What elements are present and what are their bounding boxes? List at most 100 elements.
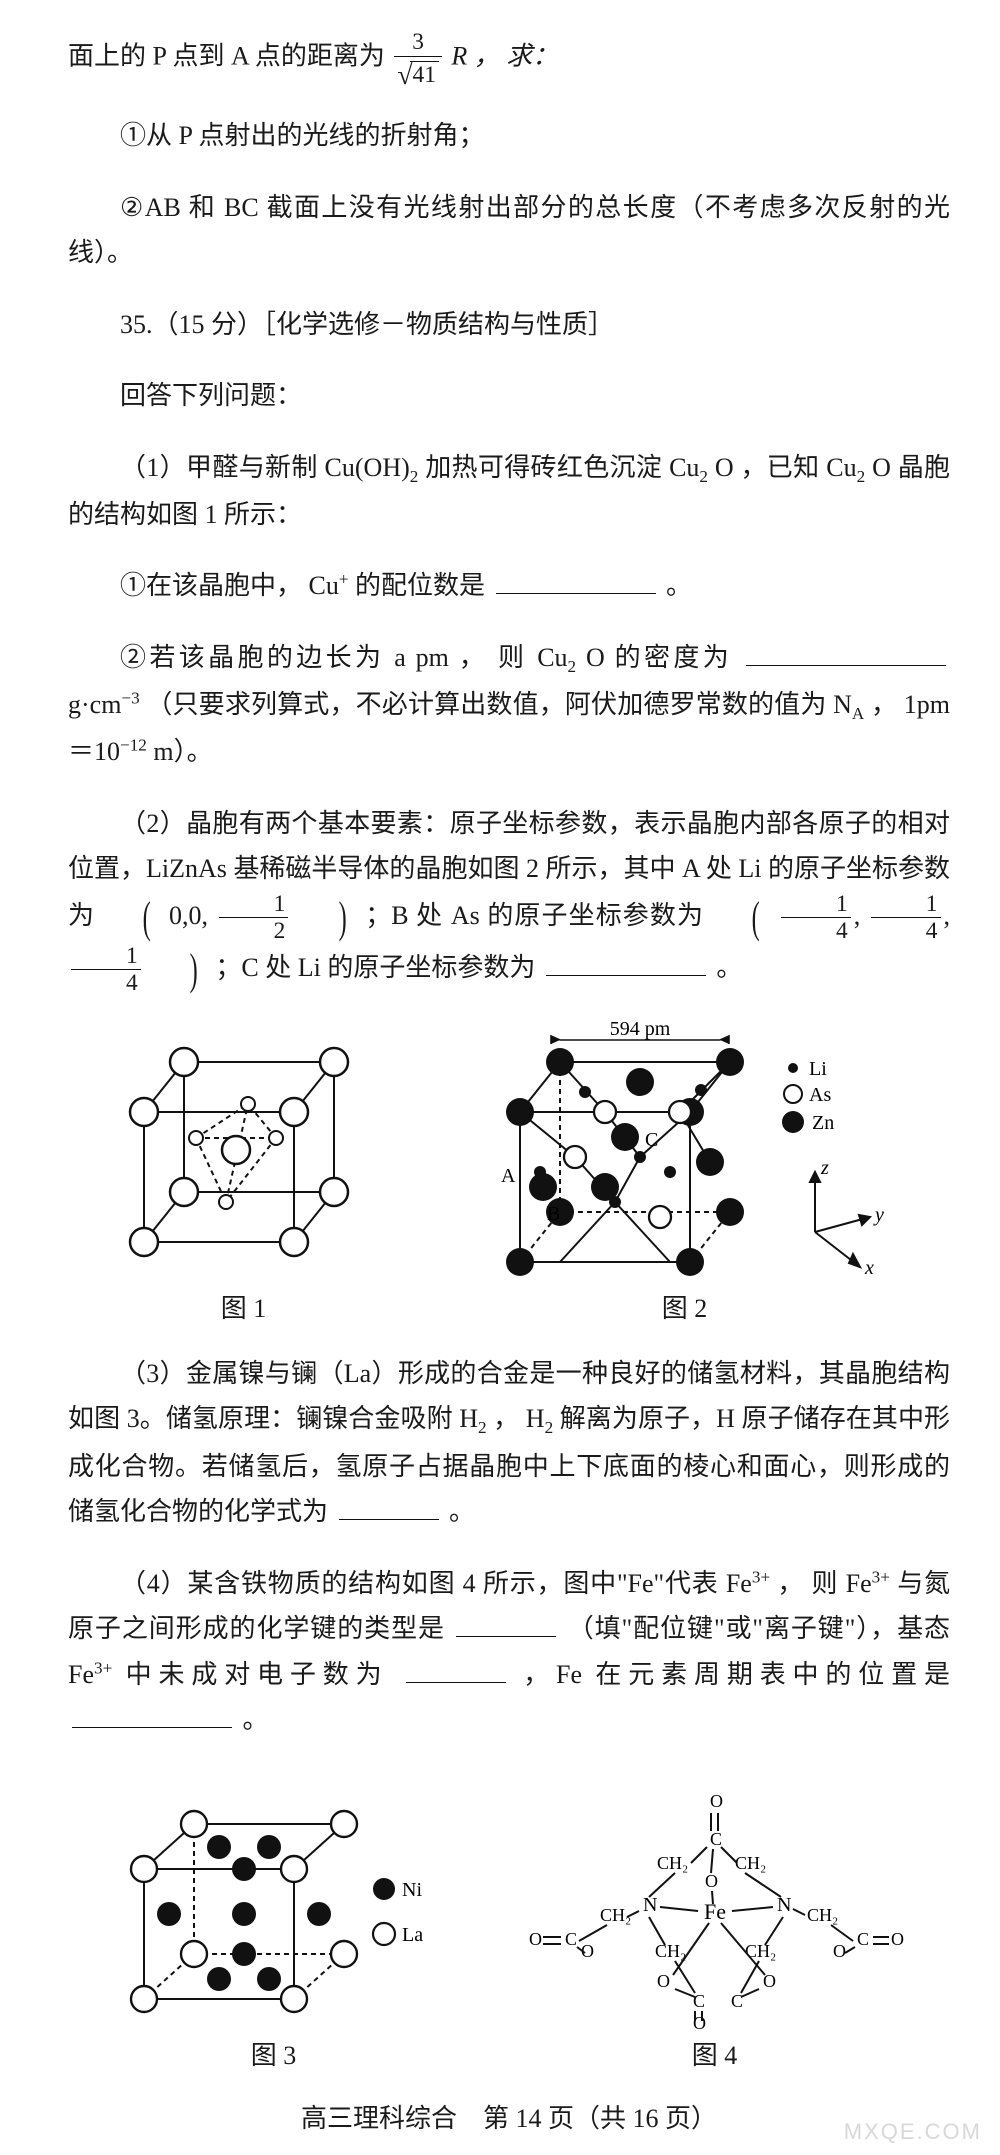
figures-row-2: Ni La 图 3 Fe N N CH₂ CH₂ bbox=[68, 1769, 950, 2072]
label-C: C bbox=[645, 1129, 658, 1151]
question-35-head: 35.（15 分）［化学选修－物质结构与性质］ bbox=[68, 302, 950, 348]
caption-4: 图 4 bbox=[692, 2035, 738, 2072]
t: 的配位数是 bbox=[355, 571, 485, 600]
t: O ，已知 Cu bbox=[715, 453, 857, 482]
sup: −3 bbox=[121, 688, 139, 707]
denominator: √41 bbox=[394, 57, 442, 88]
atom-fe: Fe bbox=[704, 1899, 726, 1924]
caption-3: 图 3 bbox=[251, 2035, 297, 2072]
para-1: （1）甲醛与新制 Cu(OH)2 加热可得砖红色沉淀 Cu2 O ，已知 Cu2… bbox=[68, 445, 950, 538]
fig3-svg: Ni La bbox=[104, 1799, 444, 2029]
t: ①在该晶胞中， Cu bbox=[120, 571, 339, 600]
para-4: （4）某含铁物质的结构如图 4 所示，图中"Fe"代表 Fe3+ ， 则 Fe3… bbox=[68, 1561, 950, 1743]
sup: −12 bbox=[120, 736, 147, 755]
para-1-sub1: ①在该晶胞中， Cu+ 的配位数是 。 bbox=[68, 563, 950, 609]
t: O 的密度为 bbox=[586, 643, 732, 672]
blank bbox=[546, 950, 706, 976]
label-B: B bbox=[547, 1203, 560, 1225]
atom-ch2: CH₂ bbox=[655, 1941, 686, 1961]
axis-z: z bbox=[820, 1157, 829, 1179]
atom-ch2: CH₂ bbox=[807, 1905, 838, 1925]
question-line-1: ①从 P 点射出的光线的折射角； bbox=[68, 113, 950, 159]
legend-la: La bbox=[402, 1924, 423, 1946]
caption-2: 图 2 bbox=[662, 1288, 708, 1325]
top-label: 594 pm bbox=[609, 1022, 670, 1040]
t: 。 bbox=[716, 953, 742, 982]
atom-ch2: CH₂ bbox=[600, 1905, 631, 1925]
blank bbox=[496, 569, 656, 595]
sup: 3+ bbox=[752, 1567, 770, 1586]
atom-od: O bbox=[891, 1929, 904, 1949]
atom-ch2: CH₂ bbox=[657, 1853, 688, 1873]
axis-x: x bbox=[864, 1257, 874, 1279]
t: ， 则 Fe bbox=[777, 1569, 871, 1598]
t: ；C 处 Li 的原子坐标参数为 bbox=[215, 953, 535, 982]
figure-3: Ni La 图 3 bbox=[104, 1799, 444, 2072]
d: 4 bbox=[71, 970, 141, 996]
atom-c: C bbox=[710, 1829, 722, 1849]
sub: 2 bbox=[568, 657, 577, 676]
atom-c: C bbox=[693, 1991, 705, 2011]
blank bbox=[339, 1495, 439, 1521]
n: 1 bbox=[219, 892, 289, 919]
sub: 2 bbox=[478, 1419, 487, 1438]
blank bbox=[72, 1703, 232, 1729]
t: 0,0, bbox=[169, 901, 208, 930]
d: 4 bbox=[781, 918, 851, 944]
d: 2 bbox=[219, 918, 289, 944]
para-3: （3）金属镍与镧（La）形成的合金是一种良好的储氢材料，其晶胞结构如图 3。储氢… bbox=[68, 1351, 950, 1535]
t: g·cm bbox=[68, 690, 121, 719]
sub: 2 bbox=[410, 467, 419, 486]
t: m）。 bbox=[153, 737, 212, 766]
text: 面上的 P 点到 A 点的距离为 bbox=[68, 42, 391, 71]
t: ；B 处 As 的原子坐标参数为 bbox=[365, 901, 704, 930]
legend-as: As bbox=[809, 1084, 831, 1106]
sup: 3+ bbox=[872, 1567, 890, 1586]
atom-o: O bbox=[657, 1971, 670, 1991]
n: 1 bbox=[781, 892, 851, 919]
fraction: 3 √41 bbox=[391, 30, 445, 87]
atom-ch2: CH₂ bbox=[735, 1853, 766, 1873]
t: 加热可得砖红色沉淀 Cu bbox=[425, 453, 699, 482]
legend-li: Li bbox=[809, 1058, 827, 1080]
sup: + bbox=[339, 570, 349, 589]
t: ，Fe 在元素周期表中的位置是 bbox=[523, 1660, 950, 1689]
t: 。 bbox=[666, 571, 692, 600]
t: ， H bbox=[493, 1404, 544, 1433]
fig2-svg: 594 pm bbox=[465, 1022, 905, 1282]
figure-2: 594 pm bbox=[465, 1022, 905, 1325]
t: （1）甲醛与新制 Cu(OH) bbox=[120, 453, 410, 482]
t: 中未成对电子数为 bbox=[126, 1660, 389, 1689]
para-1-sub2: ②若该晶胞的边长为 a pm ， 则 Cu2 O 的密度为 g·cm−3 （只要… bbox=[68, 635, 950, 775]
t: （只要求列算式，不必计算出数值，阿伏加德罗常数的值为 N bbox=[146, 690, 852, 719]
sub: A bbox=[852, 704, 864, 723]
atom-od: O bbox=[710, 1791, 723, 1811]
label-A: A bbox=[501, 1165, 516, 1187]
atom-c: C bbox=[731, 1991, 743, 2011]
axis-y: y bbox=[873, 1204, 884, 1226]
para-2: （2）晶胞有两个基本要素：原子坐标参数，表示晶胞内部各原子的相对位置，LiZnA… bbox=[68, 801, 950, 996]
sup: 3+ bbox=[94, 1658, 112, 1677]
blank bbox=[746, 640, 946, 666]
atom-o: O bbox=[833, 1941, 846, 1961]
n: 1 bbox=[71, 944, 141, 971]
caption-1: 图 1 bbox=[221, 1288, 267, 1325]
atom-n: N bbox=[643, 1894, 657, 1916]
sub: 2 bbox=[857, 467, 866, 486]
legend-zn: Zn bbox=[812, 1112, 834, 1134]
text: R ， 求： bbox=[451, 42, 558, 71]
t: 。 bbox=[243, 1705, 269, 1734]
t: ②若该晶胞的边长为 a pm ， 则 Cu bbox=[120, 643, 568, 672]
numerator: 3 bbox=[394, 30, 442, 57]
t: （4）某含铁物质的结构如图 4 所示，图中"Fe"代表 Fe bbox=[120, 1569, 752, 1598]
sub: 2 bbox=[545, 1419, 554, 1438]
atom-c: C bbox=[857, 1929, 869, 1949]
figure-4: Fe N N CH₂ CH₂ CH₂ CH₂ CH₂ CH₂ bbox=[515, 1769, 915, 2072]
n: 1 bbox=[871, 892, 941, 919]
atom-n: N bbox=[777, 1894, 791, 1916]
atom-o: O bbox=[705, 1871, 718, 1891]
sub: 2 bbox=[699, 467, 708, 486]
fig4-svg: Fe N N CH₂ CH₂ CH₂ CH₂ CH₂ CH₂ bbox=[515, 1769, 915, 2029]
page-footer: 高三理科综合 第 14 页（共 16 页） bbox=[68, 2098, 950, 2135]
fig1-svg bbox=[114, 1042, 374, 1282]
